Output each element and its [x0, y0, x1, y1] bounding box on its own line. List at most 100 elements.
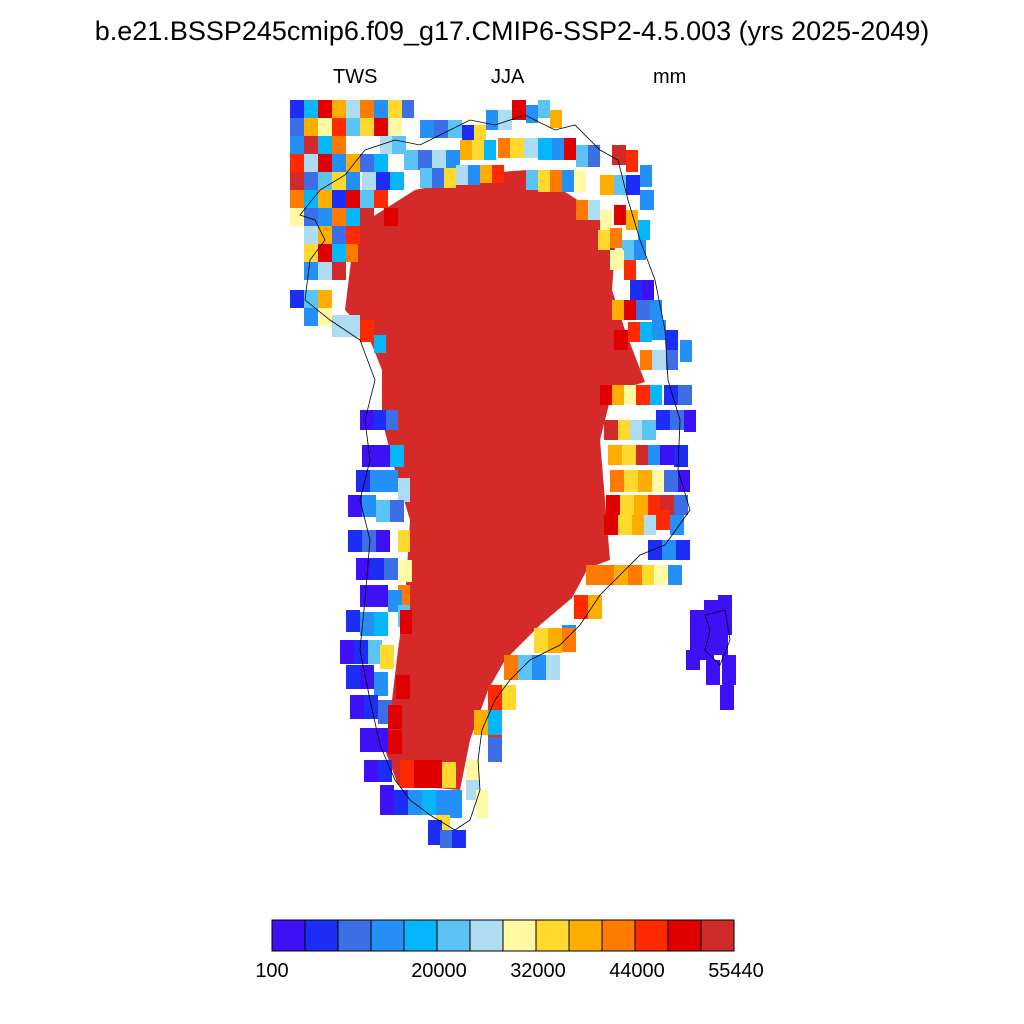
- grid-cell: [290, 190, 304, 208]
- grid-cell: [422, 790, 436, 815]
- colorbar-label-3: 44000: [609, 960, 665, 982]
- grid-cell: [388, 100, 402, 118]
- grid-cell: [622, 445, 636, 465]
- grid-cell: [624, 260, 636, 280]
- ice-sheet-interior: [345, 170, 645, 790]
- grid-cell: [550, 110, 562, 128]
- grid-cell: [654, 565, 668, 585]
- grid-cell: [714, 635, 728, 655]
- grid-cell: [432, 150, 446, 170]
- grid-cell: [468, 165, 480, 185]
- grid-cell: [600, 565, 614, 585]
- grid-cell: [360, 100, 374, 118]
- grid-cell: [532, 655, 546, 680]
- grid-cell: [428, 760, 442, 788]
- grid-cell: [362, 495, 376, 517]
- grid-cell: [526, 105, 538, 123]
- grid-cell: [574, 595, 588, 619]
- units-label: mm: [653, 66, 687, 88]
- grid-cell: [690, 610, 704, 630]
- grid-cell: [462, 125, 474, 143]
- grid-cell: [362, 172, 376, 190]
- grid-cell: [332, 244, 346, 262]
- grid-cell: [384, 208, 398, 226]
- grid-cell: [332, 100, 346, 118]
- grid-cell: [360, 190, 374, 208]
- grid-cell: [538, 170, 550, 192]
- grid-cell: [606, 495, 620, 515]
- grid-cell: [706, 660, 720, 685]
- grid-cell: [346, 226, 360, 244]
- grid-cell: [618, 515, 632, 535]
- colorbar-label-1: 20000: [411, 960, 467, 982]
- grid-cell: [634, 495, 648, 515]
- grid-cell: [318, 100, 332, 118]
- colorbar-box: [403, 919, 438, 952]
- grid-cell: [720, 685, 734, 710]
- coastline: [299, 114, 731, 831]
- grid-cell: [640, 165, 652, 187]
- grid-cell: [686, 650, 700, 670]
- grid-cell: [526, 170, 538, 190]
- grid-cell: [360, 410, 374, 430]
- colorbar-box: [568, 919, 603, 952]
- grid-cell: [374, 612, 388, 636]
- grid-cell: [290, 208, 304, 226]
- grid-cell: [510, 138, 524, 158]
- grid-cell: [318, 244, 332, 262]
- grid-cell: [378, 760, 392, 782]
- grid-cell: [304, 118, 318, 136]
- grid-cell: [332, 190, 346, 208]
- grid-cell: [400, 610, 412, 634]
- grid-cell: [442, 762, 456, 788]
- grid-cell: [670, 410, 684, 430]
- grid-cell: [370, 470, 384, 492]
- grid-cell: [304, 208, 318, 226]
- grid-cell: [498, 138, 510, 158]
- grid-cell: [304, 172, 318, 190]
- grid-cell: [388, 118, 402, 136]
- grid-cell: [484, 140, 496, 160]
- grid-cell: [624, 470, 638, 492]
- grid-cell: [546, 655, 560, 680]
- grid-cell: [318, 154, 332, 172]
- grid-cell: [660, 445, 674, 465]
- colorbar-box: [337, 919, 372, 952]
- grid-cell: [564, 138, 576, 160]
- grid-cell: [388, 705, 402, 729]
- grid-cell: [634, 240, 646, 260]
- grid-cell: [666, 330, 678, 350]
- grid-cell: [392, 136, 406, 154]
- grid-cell: [538, 100, 550, 118]
- grid-cell: [376, 445, 390, 467]
- grid-cell: [518, 655, 532, 680]
- grid-cell: [704, 600, 718, 620]
- grid-cell: [332, 208, 346, 226]
- grid-cell: [346, 610, 360, 632]
- grid-cell: [374, 672, 388, 696]
- grid-cell: [488, 685, 502, 710]
- grid-cell: [380, 136, 392, 154]
- grid-cell: [718, 595, 732, 615]
- grid-cell: [350, 695, 364, 719]
- grid-cell: [388, 730, 402, 754]
- colorbar-label-4: 55440: [708, 960, 764, 982]
- grid-cell: [598, 230, 610, 250]
- grid-cell: [600, 210, 612, 230]
- grid-cell: [630, 280, 642, 300]
- grid-cell: [638, 220, 650, 240]
- grid-cell: [346, 190, 360, 208]
- grid-cell: [332, 172, 346, 190]
- grid-cell: [402, 100, 414, 118]
- grid-cell: [318, 262, 332, 280]
- grid-cell: [512, 100, 526, 120]
- grid-cell: [534, 628, 548, 653]
- grid-cell: [576, 145, 588, 167]
- grid-cell: [674, 495, 688, 515]
- grid-cell: [588, 145, 600, 167]
- grid-cell: [612, 300, 624, 320]
- grid-cell: [380, 785, 394, 815]
- grid-cell: [628, 565, 642, 585]
- grid-cell: [436, 790, 450, 815]
